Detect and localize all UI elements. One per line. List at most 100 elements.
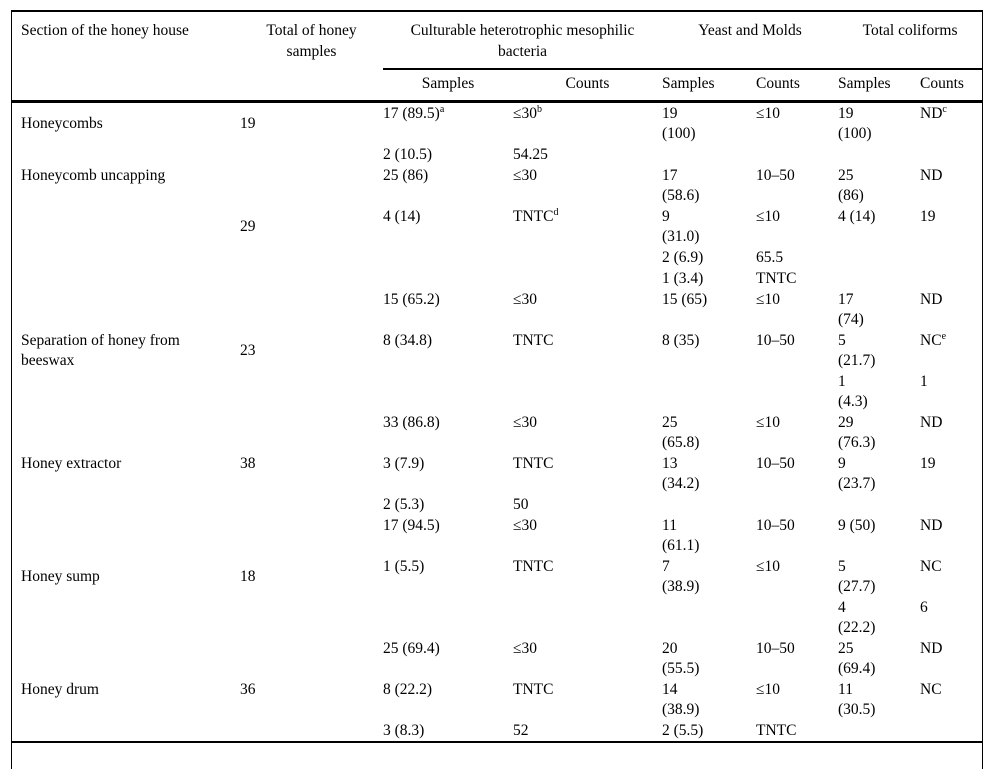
total-cell [240,515,383,556]
bacteria-samples-cell: 17 (89.5)a [383,102,513,145]
total-cell: 18 [240,568,256,585]
cell-value: ≤10 [756,291,781,308]
cell-value: 4 (14) [383,208,421,225]
yeast-samples-cell [662,144,756,165]
bacteria-counts-cell: ≤30 [513,165,662,206]
table-row: Honey extractor 38 3 (7.9) TNTC 13 (34.2) 10–… [12,453,982,494]
cell-value: 54.25 [513,146,548,163]
coliforms-counts-cell: 6 [920,597,982,638]
section-cell [12,597,240,638]
total-cell: 29 [240,218,256,235]
coliforms-samples-cell: 4 (22.2) [838,597,920,638]
coliforms-counts-cell: ND [920,289,982,330]
yeast-samples-cell: 19 (100) [662,102,756,145]
coliforms-samples-cell: 5 (21.7) [838,330,920,371]
cell-value: TNTC [756,722,797,739]
subheader-coliforms-samples: Samples [838,69,921,103]
bacteria-samples-cell [383,371,513,412]
cell-value: ≤30 [513,640,538,657]
yeast-counts-cell [756,144,838,165]
yeast-counts-cell: ≤10 [756,206,838,247]
bacteria-counts-cell: TNTC [513,453,662,494]
total-cell [240,371,383,412]
yeast-samples-cell: 7 (38.9) [662,556,756,597]
coliforms-samples-cell [838,144,920,165]
coliforms-samples-cell [838,247,920,268]
subheader-yeast-counts: Counts [756,69,839,103]
coliforms-samples-cell [838,720,921,743]
cell-value: 19 [920,208,936,225]
group-header-yeast-molds: Yeast and Molds [662,11,839,70]
total-cell [240,268,383,289]
yeast-samples-cell: 17 (58.6) [662,165,756,206]
results-table: Section of the honey house Total of hone… [12,10,983,743]
bacteria-counts-cell [513,268,662,289]
coliforms-counts-cell [920,494,982,515]
section-cell: Honey extractor [21,455,122,472]
cell-value: 5 (27.7) [838,558,876,595]
section-cell: Separation of honey from beeswax [21,332,180,369]
table-row: 29 4 (14) TNTCd 9 (31.0) ≤10 4 (14) 19 [12,206,982,247]
bacteria-samples-cell: 1 (5.5) [383,556,513,597]
cell-value: 29 (76.3) [838,414,876,451]
total-cell [240,597,383,638]
yeast-samples-cell: 13 (34.2) [662,453,756,494]
table-row: 33 (86.8) ≤30 25 (65.8) ≤10 29 (76.3) ND [12,412,982,453]
cell-value: 2 (5.5) [662,722,704,739]
total-cell: 36 [240,681,256,698]
group-header-bacteria: Culturable heterotrophic mesophilic bact… [383,11,663,70]
cell-value: 13 (34.2) [662,455,700,492]
total-cell [240,412,383,453]
cell-value: 20 (55.5) [662,640,700,677]
yeast-counts-cell: 10–50 [756,515,838,556]
subheader-bacteria-counts: Counts [513,69,663,103]
cell-value: 1 (5.5) [383,558,425,575]
cell-value: 17 (58.6) [662,167,700,204]
table-row: 2 (5.3) 50 [12,494,982,515]
yeast-samples-cell: 15 (65) [662,289,756,330]
cell-value: 3 (7.9) [383,455,425,472]
cell-value: 25 (86) [838,167,864,204]
yeast-counts-cell: 10–50 [756,330,838,371]
bacteria-counts-cell: TNTC [513,330,662,371]
yeast-counts-cell: TNTC [756,268,838,289]
cell-value: ≤30 [513,517,538,534]
header-row-groups: Section of the honey house Total of hone… [12,11,983,103]
yeast-counts-cell [756,494,838,515]
bacteria-counts-cell: TNTCd [513,206,662,247]
total-cell [240,720,383,743]
yeast-counts-cell: ≤10 [756,289,838,330]
bacteria-samples-cell: 15 (65.2) [383,289,513,330]
bacteria-samples-cell: 2 (10.5) [383,144,513,165]
cell-value: 25 (69.4) [838,640,876,677]
coliforms-counts-cell [920,268,982,289]
bacteria-counts-cell: 54.25 [513,144,662,165]
cell-value: 6 [920,599,928,616]
yeast-samples-cell: 25 (65.8) [662,412,756,453]
total-cell [240,494,383,515]
yeast-counts-cell: ≤10 [756,102,838,145]
footnote-marker: a [439,104,445,115]
coliforms-samples-cell: 1 (4.3) [838,371,920,412]
total-cell: 19 [240,115,256,132]
cell-value: NC [920,332,942,349]
section-cell [12,247,240,268]
bacteria-samples-cell: 17 (94.5) [383,515,513,556]
bacteria-samples-cell [383,247,513,268]
coliforms-samples-cell: 19 (100) [838,102,920,145]
cell-value: 10–50 [756,167,795,184]
bacteria-counts-cell: TNTC [513,556,662,597]
cell-value: 4 (22.2) [838,599,876,636]
total-samples-column-header: Total of honey samples [240,11,383,103]
cell-value: 8 (35) [662,332,700,349]
yeast-samples-cell: 11 (61.1) [662,515,756,556]
cell-value: 33 (86.8) [383,414,440,431]
coliforms-samples-cell: 5 (27.7) [838,556,920,597]
cell-value: 17 (74) [838,291,864,328]
section-cell [12,268,240,289]
cell-value: ≤10 [756,414,781,431]
section-cell [12,206,240,247]
cell-value: ≤10 [756,208,781,225]
yeast-counts-cell: 10–50 [756,165,838,206]
header-row-subcolumns: Samples Counts Samples Counts Samples Co… [12,69,983,103]
